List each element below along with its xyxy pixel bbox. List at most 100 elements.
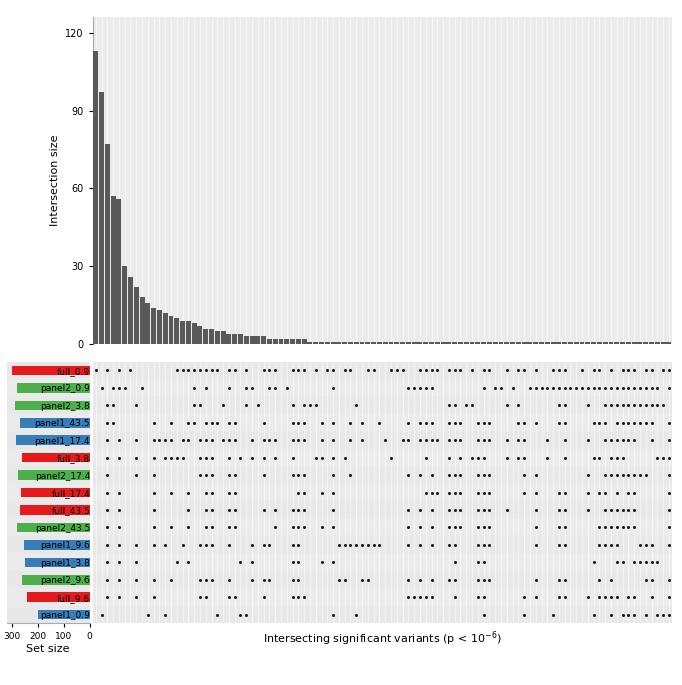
Bar (250, 336, 254, 344)
Bar (424, 342, 428, 344)
Bar (371, 342, 376, 344)
Bar (348, 342, 353, 344)
Bar (175, 318, 179, 344)
Bar (504, 342, 509, 344)
Bar (614, 342, 619, 344)
Bar (267, 339, 272, 344)
Bar (151, 308, 156, 344)
Bar (643, 342, 648, 344)
Bar (649, 342, 654, 344)
Bar (359, 342, 364, 344)
Bar (128, 277, 133, 344)
Bar (93, 588, 672, 606)
Bar (429, 342, 434, 344)
Bar (93, 466, 672, 484)
Bar (574, 342, 579, 344)
Bar (7, 553, 89, 571)
Bar (273, 339, 278, 344)
Bar (527, 342, 533, 344)
Bar (336, 342, 342, 344)
Bar (7, 379, 89, 397)
Bar (342, 342, 347, 344)
Bar (99, 92, 104, 344)
Bar (301, 339, 307, 344)
Bar (93, 536, 672, 553)
Bar (7, 484, 89, 501)
Bar (16, 436, 89, 445)
Bar (192, 323, 196, 344)
Bar (417, 342, 422, 344)
Bar (313, 342, 318, 344)
Bar (308, 342, 312, 344)
Bar (435, 342, 440, 344)
X-axis label: Intersecting significant variants (p < 10$^{-6}$): Intersecting significant variants (p < 1… (263, 629, 502, 647)
Bar (603, 342, 608, 344)
Bar (93, 362, 672, 379)
Bar (290, 339, 295, 344)
Bar (533, 342, 538, 344)
Bar (243, 336, 249, 344)
Bar (24, 540, 89, 549)
Bar (394, 342, 399, 344)
Bar (400, 342, 405, 344)
Bar (441, 342, 445, 344)
Bar (492, 342, 498, 344)
Bar (406, 342, 411, 344)
Bar (620, 342, 625, 344)
Bar (7, 466, 89, 484)
Bar (255, 336, 261, 344)
Bar (117, 199, 121, 344)
Bar (447, 342, 451, 344)
Bar (377, 342, 382, 344)
Bar (215, 331, 220, 344)
Bar (93, 484, 672, 501)
Bar (458, 342, 463, 344)
Bar (134, 287, 138, 344)
Bar (7, 432, 89, 449)
Y-axis label: Intersection size: Intersection size (50, 135, 60, 226)
Bar (638, 342, 642, 344)
Bar (93, 553, 672, 571)
Bar (7, 519, 89, 536)
Bar (354, 342, 359, 344)
Bar (7, 571, 89, 588)
Bar (140, 297, 145, 344)
Bar (261, 336, 266, 344)
X-axis label: Set size: Set size (27, 644, 70, 654)
Bar (93, 449, 672, 466)
Bar (93, 606, 672, 623)
Bar (557, 342, 561, 344)
Bar (452, 342, 457, 344)
Bar (38, 610, 89, 619)
Bar (325, 342, 330, 344)
Bar (597, 342, 602, 344)
Bar (14, 401, 89, 410)
Bar (499, 342, 503, 344)
Bar (20, 506, 89, 515)
Bar (25, 558, 89, 567)
Bar (539, 342, 544, 344)
Bar (585, 342, 591, 344)
Bar (93, 571, 672, 588)
Bar (510, 342, 515, 344)
Bar (655, 342, 659, 344)
Bar (545, 342, 550, 344)
Bar (232, 334, 237, 344)
Bar (17, 523, 89, 532)
Bar (157, 310, 162, 344)
Bar (284, 339, 289, 344)
Bar (18, 471, 89, 480)
Bar (203, 329, 208, 344)
Bar (93, 432, 672, 449)
Bar (383, 342, 387, 344)
Bar (568, 342, 573, 344)
Bar (12, 366, 89, 375)
Bar (110, 196, 115, 344)
Bar (412, 342, 417, 344)
Bar (23, 453, 89, 462)
Bar (580, 342, 584, 344)
Bar (389, 342, 394, 344)
Bar (93, 379, 672, 397)
Bar (522, 342, 527, 344)
Bar (296, 339, 301, 344)
